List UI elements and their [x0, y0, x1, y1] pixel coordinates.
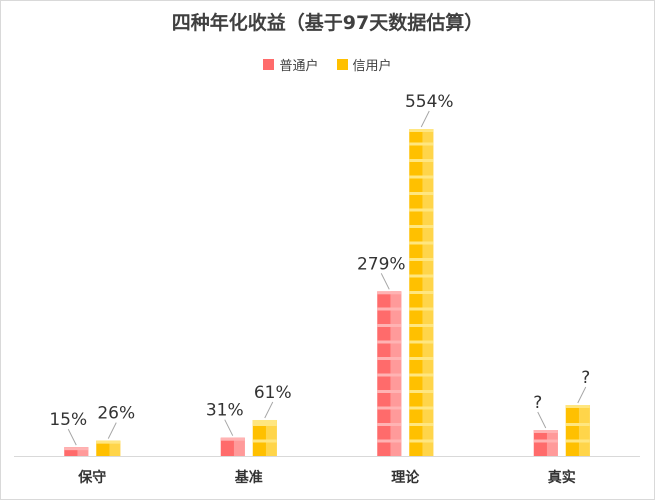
bar-credit-2	[409, 129, 434, 456]
data-label-leader	[264, 401, 274, 419]
legend-label-normal: 普通户	[279, 59, 319, 74]
chart-title: 四种年化收益（基于97天数据估算）	[171, 12, 484, 34]
data-label-leader	[420, 110, 430, 128]
data-label: 554%	[405, 92, 454, 112]
data-label: 15%	[49, 410, 87, 430]
legend-item-credit: 信用户	[336, 55, 392, 74]
bar-credit-3	[565, 405, 590, 456]
data-label-leader	[380, 273, 390, 290]
data-label: 279%	[357, 254, 406, 274]
bar-credit-1	[252, 419, 277, 456]
bar-credit-0	[96, 440, 121, 456]
x-tick-label: 基准	[235, 469, 263, 486]
x-tick-label: 真实	[548, 469, 576, 486]
legend-swatch-normal	[263, 59, 275, 70]
data-label: ?	[581, 368, 590, 388]
data-label: 26%	[97, 404, 135, 424]
legend: 普通户 信用户	[0, 55, 655, 74]
data-label-leader	[107, 422, 117, 439]
data-label: 31%	[206, 401, 244, 421]
data-label-leader	[577, 386, 587, 404]
bar-normal-1	[220, 437, 245, 456]
legend-label-credit: 信用户	[352, 59, 392, 74]
bar-normal-2	[377, 291, 402, 456]
data-label: 61%	[254, 383, 292, 403]
x-tick-label: 理论	[391, 469, 420, 486]
data-label: ?	[533, 393, 542, 413]
bar-normal-0	[64, 447, 89, 456]
legend-swatch-credit	[336, 59, 348, 70]
data-label-leader	[67, 428, 77, 446]
x-tick-label: 保守	[77, 469, 106, 486]
legend-item-normal: 普通户	[263, 55, 319, 74]
data-label-leader	[224, 419, 234, 436]
data-label-leader	[537, 411, 547, 429]
bar-normal-3	[533, 430, 558, 456]
